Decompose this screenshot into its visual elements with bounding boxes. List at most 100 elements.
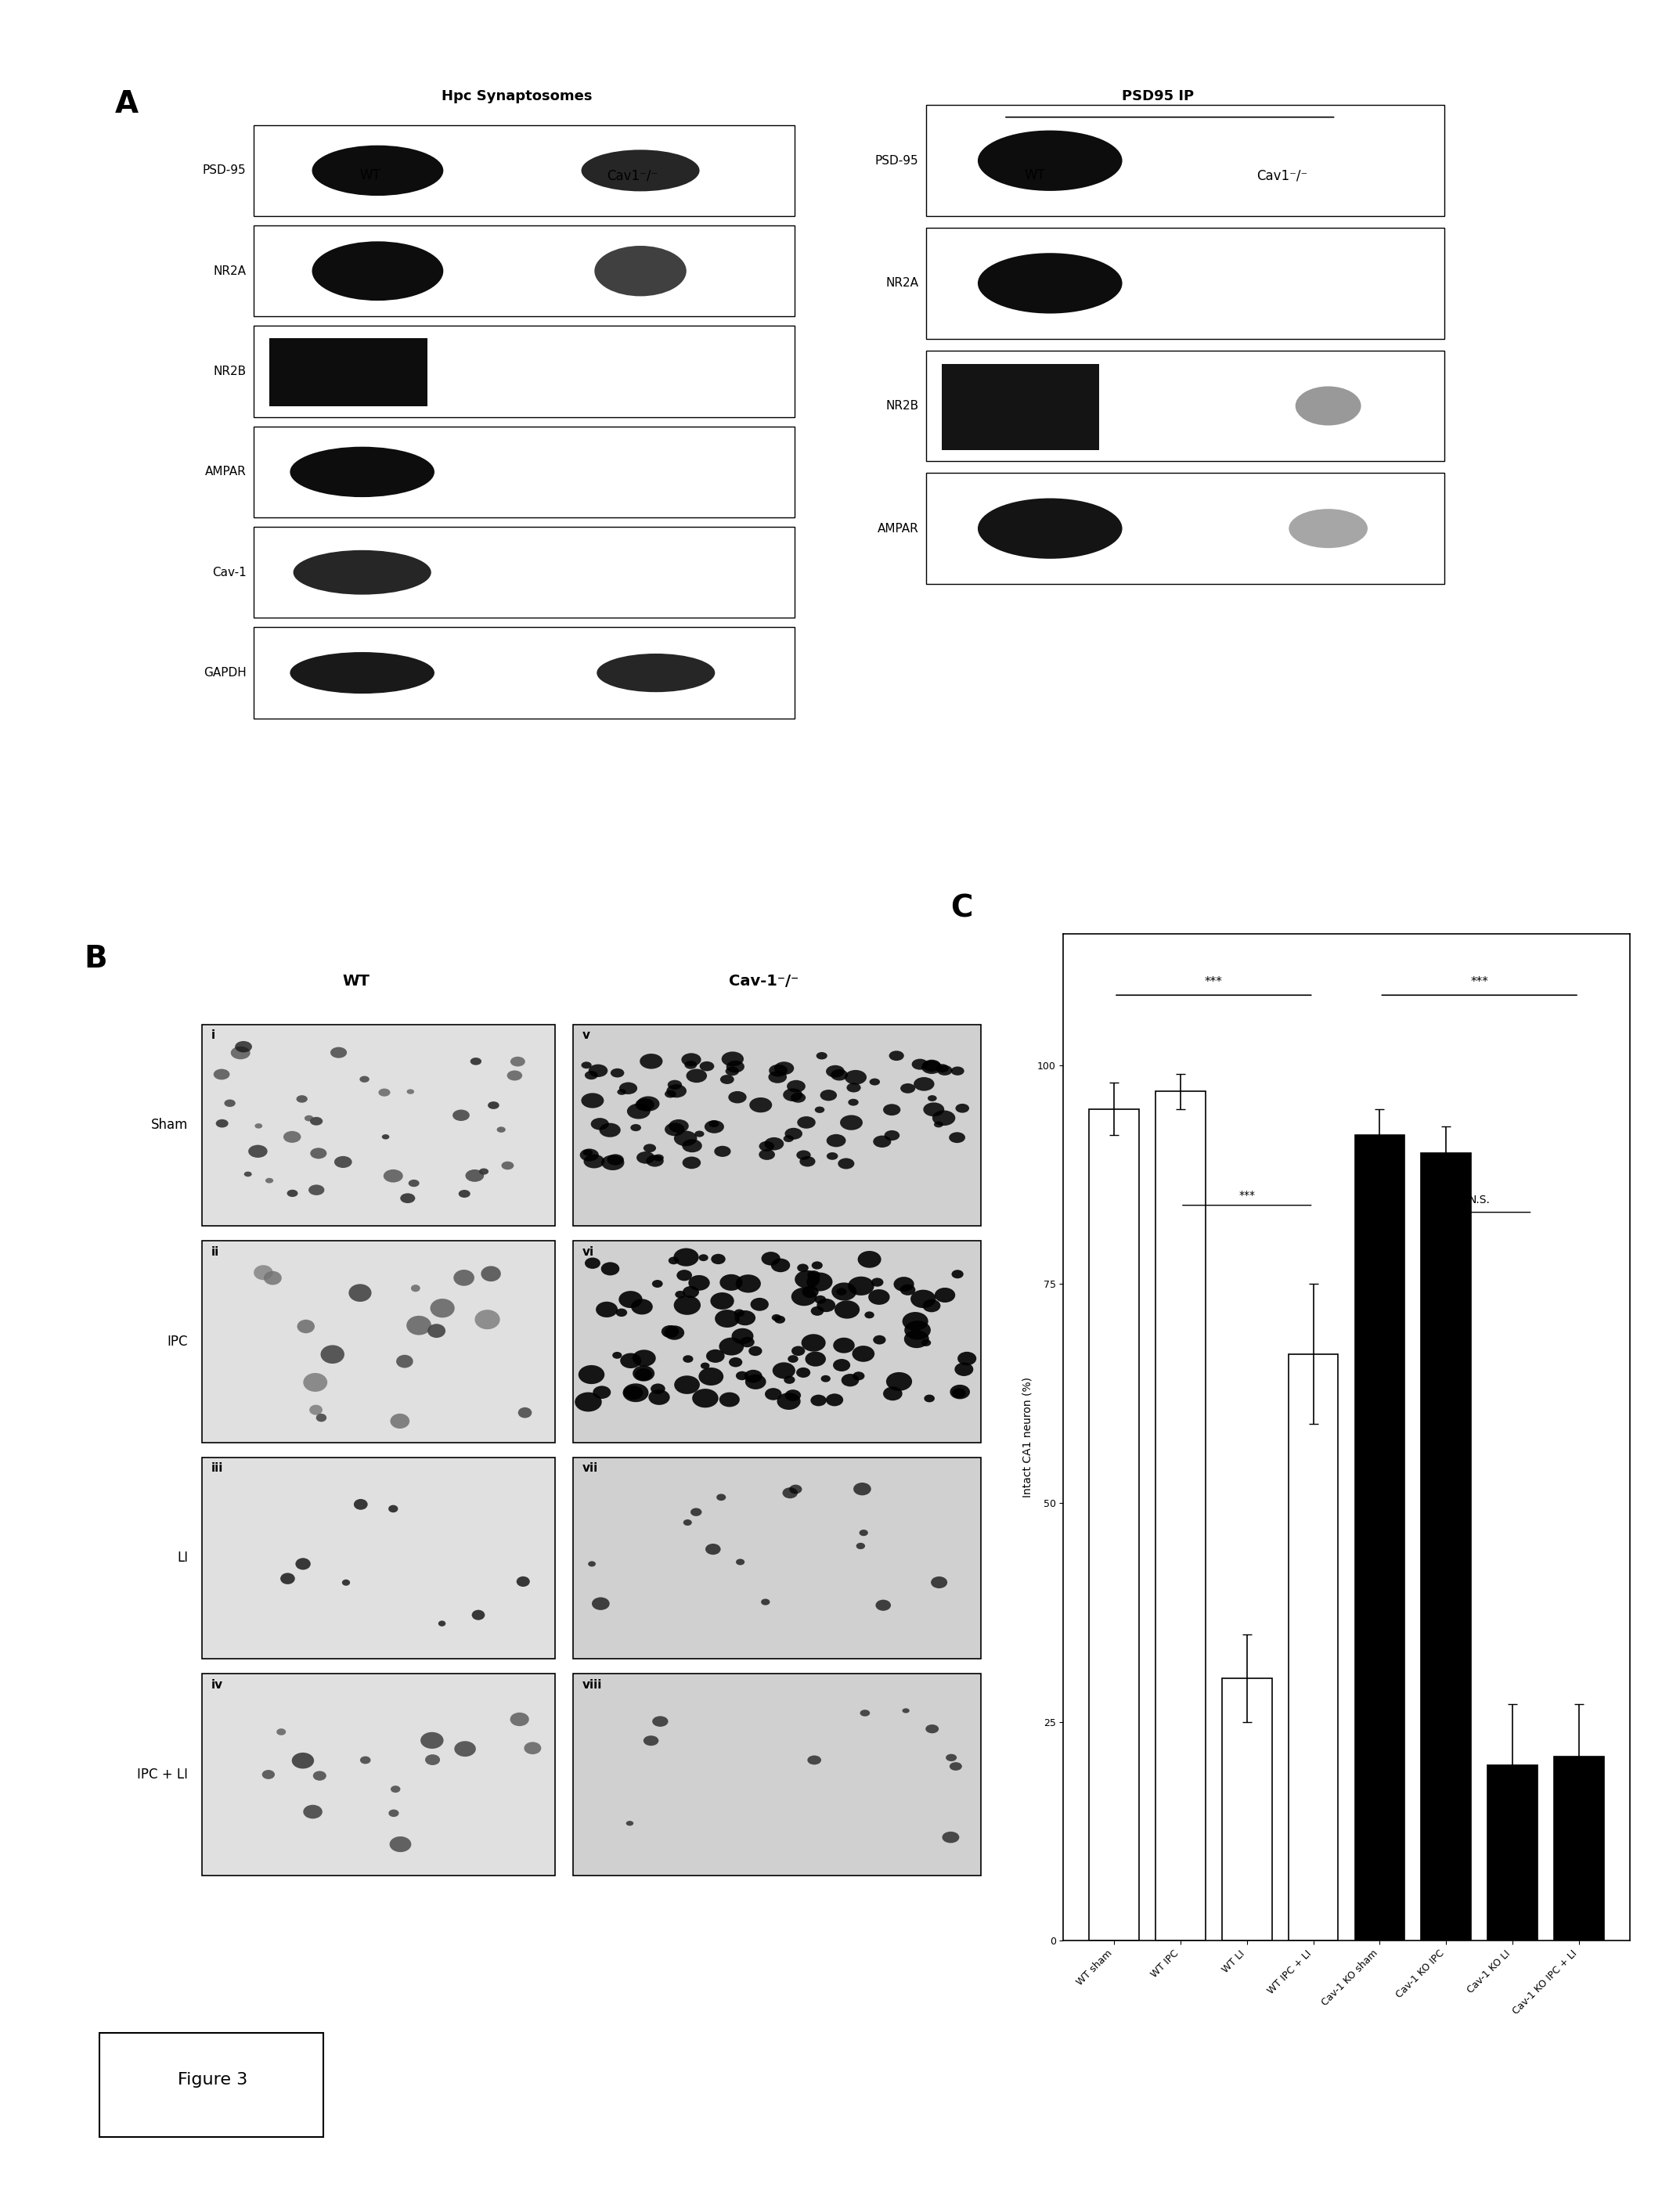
Text: AMPAR: AMPAR [877, 524, 919, 535]
Ellipse shape [872, 1277, 884, 1286]
Ellipse shape [942, 1832, 959, 1843]
Ellipse shape [682, 1139, 702, 1152]
Text: Cav-1: Cav-1 [212, 567, 247, 578]
Ellipse shape [223, 1100, 235, 1106]
Bar [254, 226, 795, 316]
Ellipse shape [583, 1155, 605, 1168]
Ellipse shape [452, 1109, 470, 1122]
Ellipse shape [407, 1089, 415, 1093]
Ellipse shape [922, 1299, 941, 1312]
Ellipse shape [281, 1573, 296, 1584]
Bar [1221, 1678, 1272, 1941]
Ellipse shape [438, 1621, 445, 1626]
Ellipse shape [874, 1334, 885, 1345]
Ellipse shape [612, 1352, 622, 1358]
Ellipse shape [921, 1339, 931, 1345]
Ellipse shape [578, 1365, 605, 1385]
Text: iii: iii [210, 1461, 223, 1475]
Ellipse shape [704, 1120, 724, 1133]
Bar [573, 1457, 981, 1659]
Ellipse shape [853, 1372, 865, 1380]
Ellipse shape [692, 1389, 719, 1407]
Ellipse shape [391, 1786, 400, 1792]
Ellipse shape [640, 1054, 662, 1069]
Bar [254, 326, 795, 416]
Text: vi: vi [583, 1247, 595, 1258]
Bar [926, 228, 1445, 340]
Text: NR2B: NR2B [213, 366, 247, 377]
Ellipse shape [685, 1069, 707, 1082]
Bar [1421, 1152, 1472, 1941]
Ellipse shape [810, 1396, 827, 1407]
Ellipse shape [716, 1310, 739, 1328]
Ellipse shape [729, 1358, 743, 1367]
Ellipse shape [575, 1391, 601, 1411]
Text: ***: *** [1205, 977, 1223, 988]
Ellipse shape [798, 1115, 815, 1128]
Ellipse shape [677, 1271, 692, 1282]
Ellipse shape [459, 1190, 470, 1198]
Bar [269, 337, 427, 405]
Bar [202, 1674, 554, 1875]
Ellipse shape [875, 1599, 890, 1610]
Ellipse shape [904, 1330, 929, 1347]
Ellipse shape [759, 1150, 774, 1159]
Ellipse shape [911, 1290, 936, 1308]
Ellipse shape [309, 1185, 324, 1196]
Ellipse shape [487, 1102, 499, 1109]
Ellipse shape [632, 1350, 655, 1367]
Ellipse shape [949, 1133, 966, 1144]
Ellipse shape [309, 1404, 323, 1415]
Ellipse shape [430, 1299, 455, 1317]
Ellipse shape [951, 1271, 963, 1280]
Text: viii: viii [583, 1678, 601, 1691]
Ellipse shape [524, 1742, 541, 1755]
Ellipse shape [354, 1499, 368, 1510]
Ellipse shape [736, 1275, 761, 1293]
Ellipse shape [761, 1251, 780, 1266]
Ellipse shape [927, 1096, 937, 1102]
Ellipse shape [643, 1144, 657, 1152]
Ellipse shape [785, 1389, 801, 1400]
Ellipse shape [235, 1041, 252, 1052]
Ellipse shape [721, 1076, 734, 1085]
Ellipse shape [796, 1264, 808, 1273]
Ellipse shape [832, 1282, 857, 1301]
Ellipse shape [675, 1290, 685, 1299]
Ellipse shape [684, 1060, 697, 1069]
Ellipse shape [759, 1142, 774, 1150]
Ellipse shape [795, 1271, 820, 1288]
Ellipse shape [751, 1297, 769, 1310]
Ellipse shape [627, 1104, 650, 1120]
Ellipse shape [931, 1578, 948, 1588]
Ellipse shape [949, 1385, 969, 1400]
Ellipse shape [884, 1131, 900, 1142]
Ellipse shape [768, 1071, 786, 1082]
Bar [942, 364, 1099, 449]
Ellipse shape [801, 1286, 818, 1297]
Text: Figure 3: Figure 3 [178, 2073, 247, 2088]
Ellipse shape [783, 1135, 793, 1142]
Ellipse shape [425, 1755, 440, 1766]
Bar [573, 1240, 981, 1442]
Ellipse shape [581, 149, 699, 191]
Ellipse shape [1289, 508, 1368, 548]
Ellipse shape [808, 1271, 820, 1280]
Ellipse shape [331, 1047, 346, 1058]
Ellipse shape [953, 1389, 966, 1398]
Bar [99, 2033, 324, 2136]
Ellipse shape [593, 1387, 612, 1398]
Ellipse shape [884, 1104, 900, 1115]
Ellipse shape [922, 1060, 941, 1071]
Ellipse shape [312, 1770, 326, 1781]
Ellipse shape [785, 1128, 803, 1139]
Ellipse shape [662, 1326, 679, 1339]
Ellipse shape [706, 1545, 721, 1556]
Ellipse shape [827, 1135, 845, 1148]
Ellipse shape [842, 1374, 858, 1387]
Ellipse shape [454, 1742, 475, 1757]
Ellipse shape [924, 1396, 934, 1402]
Ellipse shape [284, 1131, 301, 1144]
Ellipse shape [665, 1122, 684, 1135]
Ellipse shape [591, 1117, 608, 1131]
